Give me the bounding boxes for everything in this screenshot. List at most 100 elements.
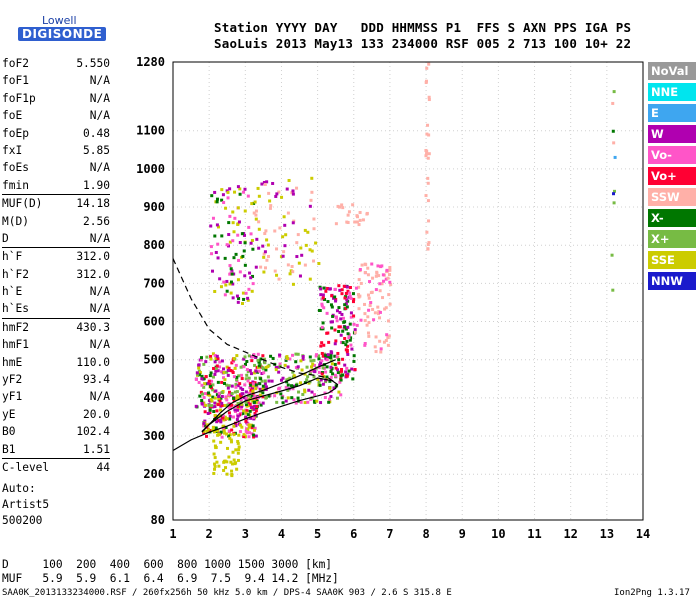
data-point — [209, 371, 213, 375]
data-point — [348, 338, 352, 342]
data-point — [213, 353, 217, 357]
data-point — [281, 401, 285, 405]
data-point — [202, 403, 206, 407]
data-point — [222, 371, 226, 375]
header-values: SaoLuis 2013 May13 133 234000 RSF 005 2 … — [214, 36, 632, 51]
data-point — [254, 369, 258, 373]
parameter-list: foF2 5.550 foF1 N/A foF1p N/A foE N/A foEp 0.48 fx… — [2, 55, 110, 476]
data-point — [350, 367, 354, 371]
x-tick-label: 2 — [206, 527, 213, 541]
data-point — [236, 451, 240, 455]
data-point — [252, 400, 256, 404]
data-point — [200, 377, 204, 381]
data-point — [242, 396, 246, 400]
data-point — [426, 123, 430, 127]
param-name: B0 — [2, 425, 16, 439]
data-point — [257, 401, 261, 405]
data-point — [427, 219, 431, 223]
data-point — [251, 380, 255, 384]
data-point — [202, 395, 206, 399]
param-name: fxI — [2, 143, 23, 157]
data-point — [229, 438, 233, 442]
data-point — [228, 417, 232, 421]
data-point — [242, 297, 246, 301]
data-point — [264, 385, 268, 389]
param-value: 430.3 — [76, 320, 110, 334]
data-point — [374, 350, 378, 354]
data-point — [347, 369, 351, 373]
data-point — [251, 399, 255, 403]
data-point — [291, 221, 295, 225]
data-point — [289, 269, 293, 273]
data-point — [333, 354, 337, 358]
data-point — [292, 398, 296, 402]
data-point — [351, 203, 355, 207]
data-point — [286, 365, 290, 369]
data-point — [321, 296, 325, 300]
data-point — [216, 242, 220, 246]
data-point — [298, 274, 302, 278]
param-name: yE — [2, 407, 16, 421]
data-point — [243, 209, 247, 213]
data-point — [300, 253, 304, 257]
data-point — [232, 433, 236, 437]
data-point — [285, 355, 289, 359]
data-point — [330, 305, 334, 309]
data-point — [197, 381, 201, 385]
data-point — [281, 376, 285, 380]
data-point — [313, 370, 317, 374]
data-point — [206, 381, 210, 385]
data-point — [235, 467, 239, 471]
x-tick-label: 4 — [278, 527, 285, 541]
data-point — [285, 378, 289, 382]
data-point — [279, 378, 283, 382]
data-point — [244, 411, 248, 415]
data-point — [271, 181, 275, 185]
data-point — [204, 375, 208, 379]
data-point — [320, 359, 324, 363]
param-value: 0.48 — [83, 126, 110, 140]
data-point — [239, 398, 243, 402]
data-point — [378, 339, 382, 343]
data-point — [349, 311, 353, 315]
data-point — [213, 413, 217, 417]
data-point — [363, 319, 367, 323]
data-point — [612, 201, 616, 205]
data-point — [227, 434, 231, 438]
data-point — [222, 460, 226, 464]
data-point — [275, 273, 279, 277]
data-point — [334, 299, 338, 303]
data-point — [317, 308, 321, 312]
data-point — [234, 252, 238, 256]
data-point — [369, 301, 373, 305]
data-point — [202, 424, 206, 428]
param-row: foEs N/A — [2, 159, 110, 176]
data-point — [240, 425, 244, 429]
data-point — [352, 314, 356, 318]
data-point — [207, 403, 211, 407]
data-point — [291, 353, 295, 357]
legend-item: NoVal — [648, 62, 696, 80]
y-tick-label: 400 — [143, 391, 165, 405]
data-point — [244, 291, 248, 295]
data-point — [256, 186, 260, 190]
data-point — [198, 370, 202, 374]
data-point — [210, 194, 214, 198]
header-labels: Station YYYY DAY DDD HHMMSS P1 FFS S AXN… — [214, 20, 632, 35]
data-point — [266, 243, 270, 247]
data-point — [246, 379, 250, 383]
data-point — [388, 273, 392, 277]
data-point — [226, 368, 230, 372]
data-point — [339, 340, 343, 344]
data-point — [292, 219, 296, 223]
param-value: 44 — [96, 460, 110, 474]
data-point — [263, 382, 267, 386]
data-point — [294, 401, 298, 405]
data-point — [355, 215, 359, 219]
data-point — [325, 358, 329, 362]
data-point — [284, 358, 288, 362]
data-point — [225, 189, 229, 193]
y-tick-label: 300 — [143, 429, 165, 443]
data-point — [253, 411, 257, 415]
